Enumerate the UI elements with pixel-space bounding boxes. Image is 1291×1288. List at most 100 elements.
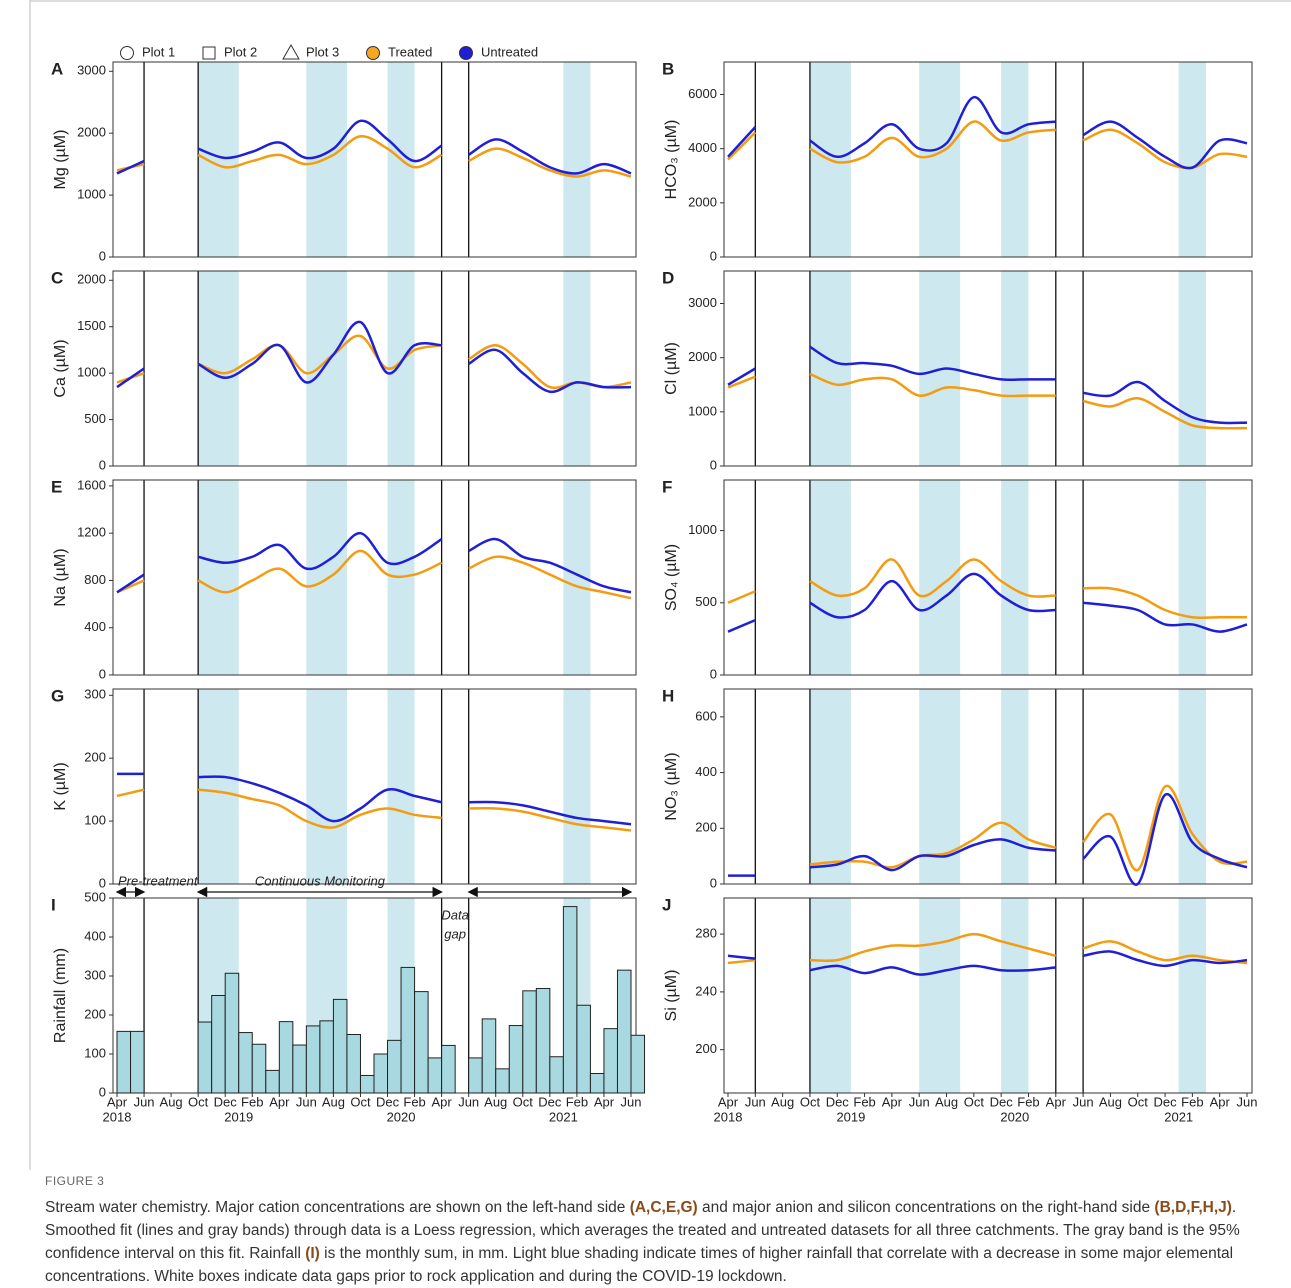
legend-label: Treated xyxy=(388,44,432,59)
rain-bar xyxy=(576,1004,591,1094)
x-tick-label: Apr xyxy=(1046,1094,1067,1109)
loess-line xyxy=(1082,128,1248,170)
panel-label: G xyxy=(51,686,64,705)
y-tick-label: 500 xyxy=(84,411,106,426)
y-tick-label: 400 xyxy=(84,928,106,943)
loess-line xyxy=(1083,586,1247,620)
y-tick-label: 0 xyxy=(99,1084,106,1099)
x-tick-label: Apr xyxy=(107,1094,128,1109)
loess-line xyxy=(468,537,632,594)
figure: Plot 1 Plot 2 Plot 3 Treated Untreated A Mg (µ… xyxy=(29,0,1291,1170)
loess-line xyxy=(727,958,756,965)
loess-line xyxy=(1082,120,1248,170)
rain-shading xyxy=(306,480,347,675)
x-tick-label: Apr xyxy=(594,1094,615,1109)
loess-line xyxy=(809,572,1056,619)
caption-run: and major anion and silicon concentratio… xyxy=(697,1199,1155,1216)
loess-line xyxy=(116,367,145,389)
rain-bar xyxy=(265,1069,280,1094)
x-tick-label: Oct xyxy=(188,1094,209,1109)
annotation: Pre-treatment xyxy=(118,873,199,888)
y-tick-label: 1500 xyxy=(77,318,106,333)
y-tick-label: 100 xyxy=(84,813,106,828)
rain-bar xyxy=(603,1028,618,1094)
loess-line xyxy=(1082,793,1248,886)
rain-shading xyxy=(1178,271,1207,466)
loess-line xyxy=(468,147,632,178)
rain-shading xyxy=(306,271,347,466)
x-tick-label: Jun xyxy=(296,1094,317,1109)
rain-shading xyxy=(1001,62,1029,257)
rain-shading xyxy=(563,62,591,257)
annotation: Data xyxy=(441,907,468,922)
rain-shading xyxy=(809,689,851,884)
year-label: 2018 xyxy=(103,1109,132,1124)
loess-line xyxy=(809,372,1056,398)
x-tick-label: Feb xyxy=(1017,1094,1039,1109)
loess-line xyxy=(1082,784,1248,872)
x-tick-label: Aug xyxy=(935,1094,958,1109)
rain-bar xyxy=(359,1074,375,1094)
rain-bar xyxy=(319,1020,334,1094)
y-tick-label: 4000 xyxy=(688,140,717,155)
year-label: 2020 xyxy=(1000,1109,1029,1124)
rain-shading xyxy=(198,480,239,675)
rain-shading xyxy=(198,689,239,884)
y-tick-label: 500 xyxy=(695,594,717,609)
y-tick-label: 1000 xyxy=(77,365,106,380)
y-tick-label: 500 xyxy=(84,889,106,904)
y-tick-label: 300 xyxy=(84,687,106,702)
x-tick-label: Jun xyxy=(621,1094,642,1109)
rain-shading xyxy=(1001,689,1029,884)
rain-bar xyxy=(481,1018,497,1094)
panel-label: C xyxy=(51,268,63,287)
y-tick-label: 2000 xyxy=(688,349,717,364)
rain-bar xyxy=(508,1025,524,1094)
x-tick-label: Dec xyxy=(214,1094,238,1109)
rain-shading xyxy=(1178,480,1207,675)
y-axis-title: NO₃ (µM) xyxy=(663,752,680,820)
loess-line xyxy=(197,531,443,571)
rain-shading xyxy=(809,480,851,675)
rain-bar xyxy=(549,1056,564,1094)
x-tick-label: Aug xyxy=(322,1094,345,1109)
rain-bar xyxy=(630,1034,646,1094)
rain-shading xyxy=(919,62,961,257)
rain-bar xyxy=(441,1044,456,1094)
x-tick-label: Oct xyxy=(1128,1094,1149,1109)
rain-shading xyxy=(1001,271,1029,466)
loess-line xyxy=(198,775,442,823)
loess-line xyxy=(809,95,1056,159)
y-tick-label: 240 xyxy=(695,983,717,998)
plot-frame xyxy=(112,479,637,676)
y-tick-label: 200 xyxy=(695,820,717,835)
rain-bar xyxy=(522,990,537,1094)
y-tick-label: 3000 xyxy=(77,63,106,78)
loess-line xyxy=(197,320,442,384)
x-tick-label: Jun xyxy=(134,1094,155,1109)
legend-symbol xyxy=(459,46,473,60)
year-label: 2021 xyxy=(1164,1109,1193,1124)
rain-bar xyxy=(562,906,578,1094)
rain-shading xyxy=(1178,898,1207,1093)
y-axis-title: Mg (µM) xyxy=(52,130,69,190)
y-axis-title: K (µM) xyxy=(52,762,69,810)
x-tick-label: Dec xyxy=(1153,1094,1177,1109)
y-tick-label: 0 xyxy=(99,666,106,681)
legend-label: Plot 3 xyxy=(306,44,339,59)
y-tick-label: 2000 xyxy=(688,194,717,209)
y-tick-label: 0 xyxy=(710,248,717,263)
year-label: 2019 xyxy=(224,1109,253,1124)
loess-line xyxy=(197,135,443,169)
y-tick-label: 100 xyxy=(84,1045,106,1060)
y-axis-title: SO₄ (µM) xyxy=(663,544,680,611)
x-tick-label: Feb xyxy=(403,1094,425,1109)
rain-bar xyxy=(346,1034,361,1094)
y-tick-label: 2000 xyxy=(77,125,106,140)
y-tick-label: 400 xyxy=(695,764,717,779)
loess-line xyxy=(116,573,145,594)
loess-line xyxy=(727,131,757,161)
rain-bar xyxy=(495,1068,510,1094)
rain-bar xyxy=(387,1039,402,1094)
